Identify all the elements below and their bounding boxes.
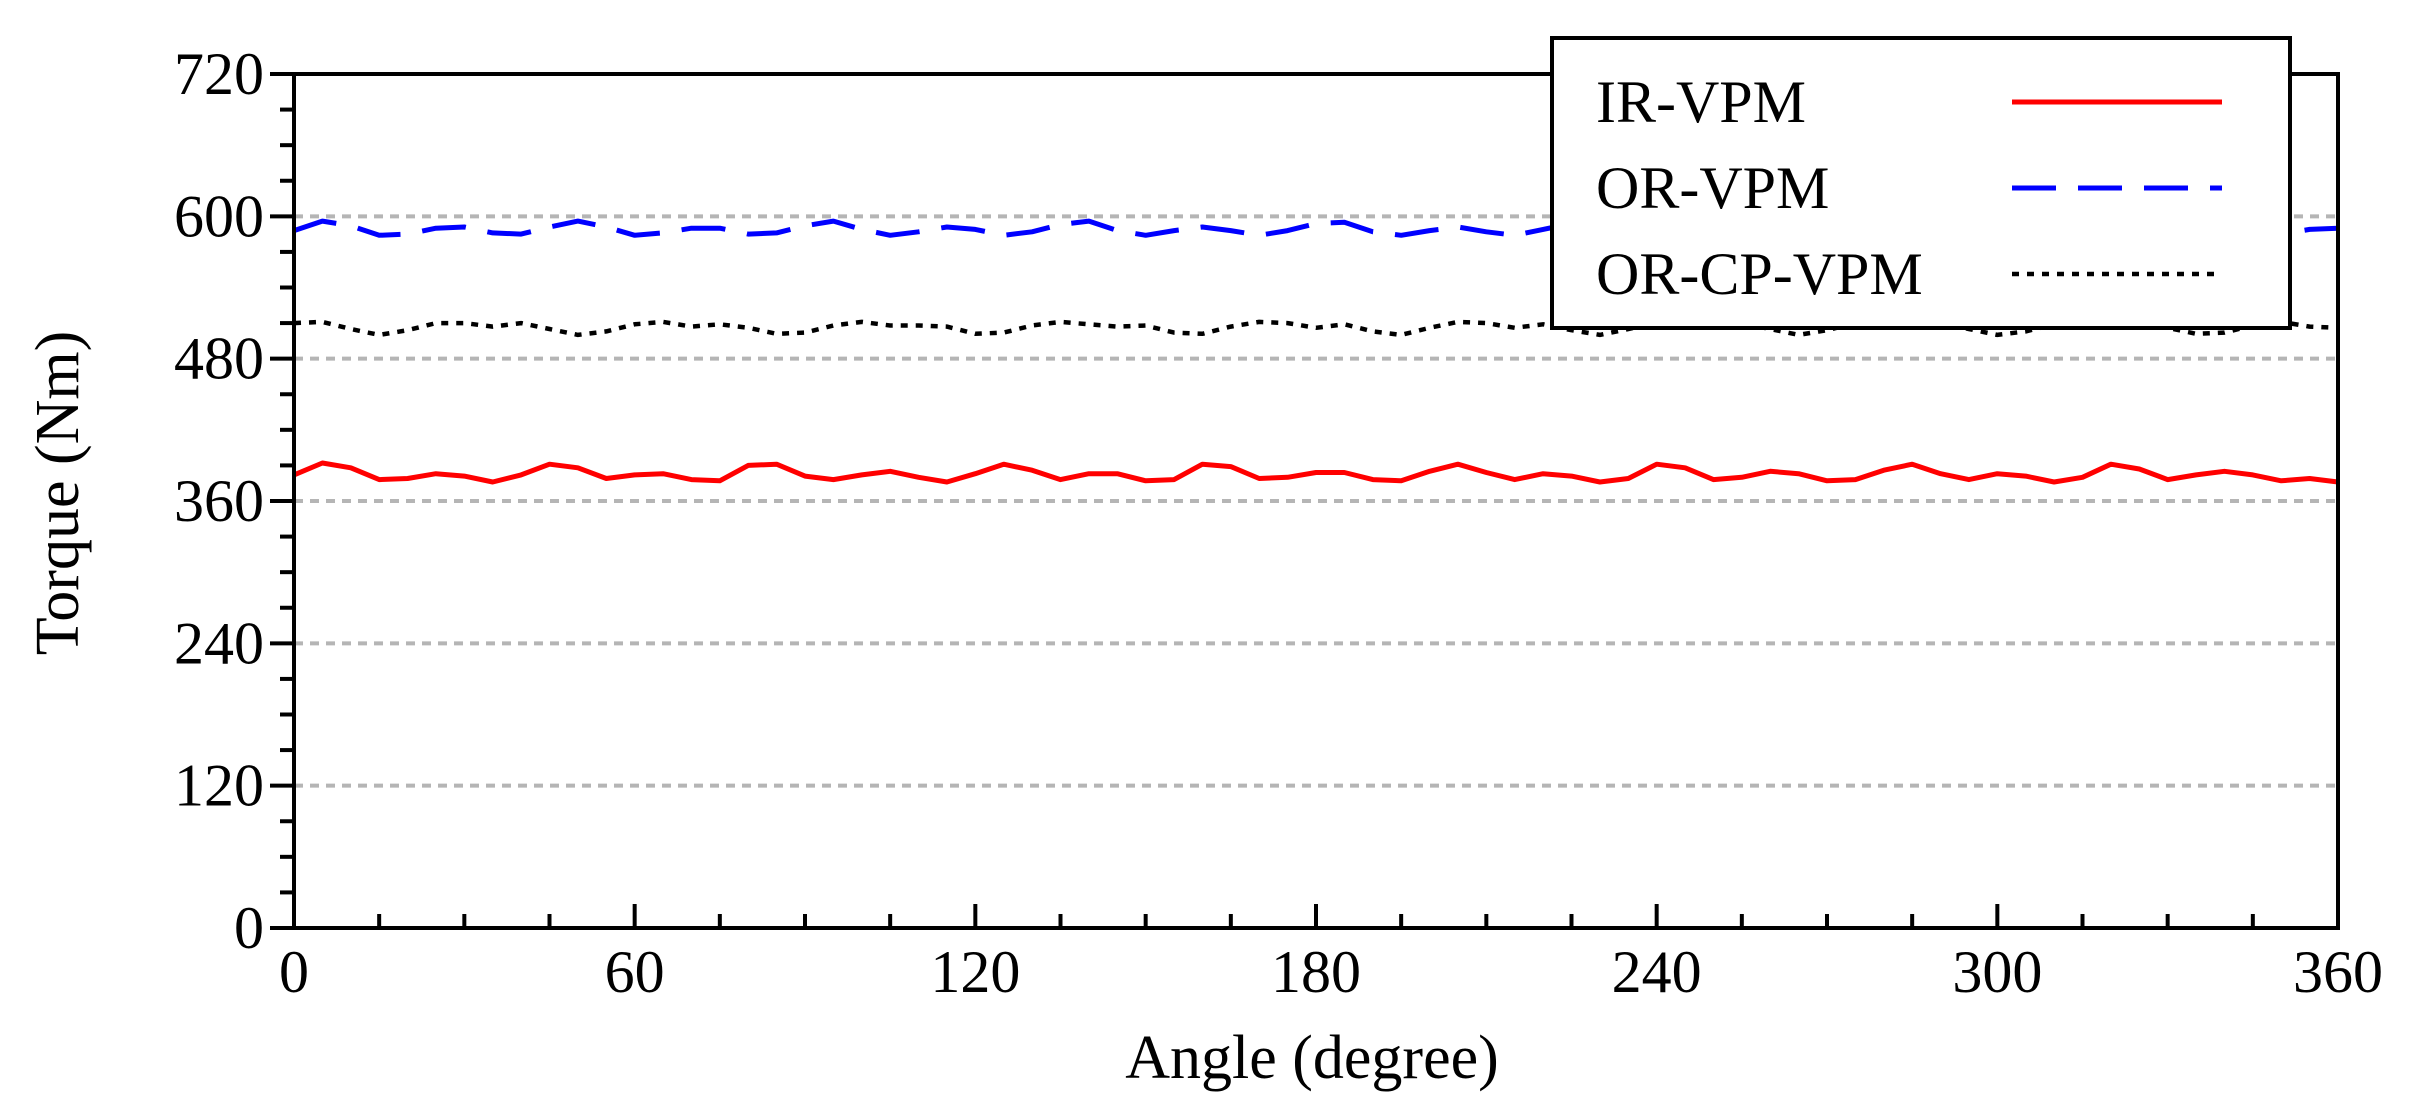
y-tick-label: 480 bbox=[174, 326, 264, 392]
y-tick-label: 240 bbox=[174, 610, 264, 676]
series-line-ir-vpm bbox=[293, 460, 2339, 485]
x-tick-label: 60 bbox=[605, 939, 665, 1005]
y-tick-label: 0 bbox=[234, 895, 264, 961]
x-tick-label: 360 bbox=[2293, 939, 2383, 1005]
series-line-or-cp-vpm bbox=[293, 319, 2339, 338]
x-tick-label: 240 bbox=[1612, 939, 1702, 1005]
x-tick-label: 300 bbox=[1952, 939, 2042, 1005]
x-tick-label: 0 bbox=[279, 939, 309, 1005]
axes: 0 60 120 180 240 300 360 0 120 240 360 480 600 720 bbox=[174, 41, 2383, 1005]
y-tick-label: 120 bbox=[174, 753, 264, 819]
legend-label-or-cp-vpm: OR-CP-VPM bbox=[1596, 241, 1923, 307]
legend: IR-VPM OR-VPM OR-CP-VPM bbox=[1550, 36, 2292, 330]
y-tick-label: 720 bbox=[174, 41, 264, 107]
x-tick-label: 120 bbox=[930, 939, 1020, 1005]
y-tick-label: 360 bbox=[174, 468, 264, 534]
legend-label-or-vpm: OR-VPM bbox=[1596, 155, 1829, 221]
x-axis-label: Angle (degree) bbox=[1125, 1024, 1499, 1092]
x-tick-label: 180 bbox=[1271, 939, 1361, 1005]
legend-label-ir-vpm: IR-VPM bbox=[1596, 69, 1806, 135]
y-tick-label: 600 bbox=[174, 183, 264, 249]
legend-box bbox=[1550, 36, 2292, 330]
y-axis-label: Torque (Nm) bbox=[24, 331, 92, 656]
